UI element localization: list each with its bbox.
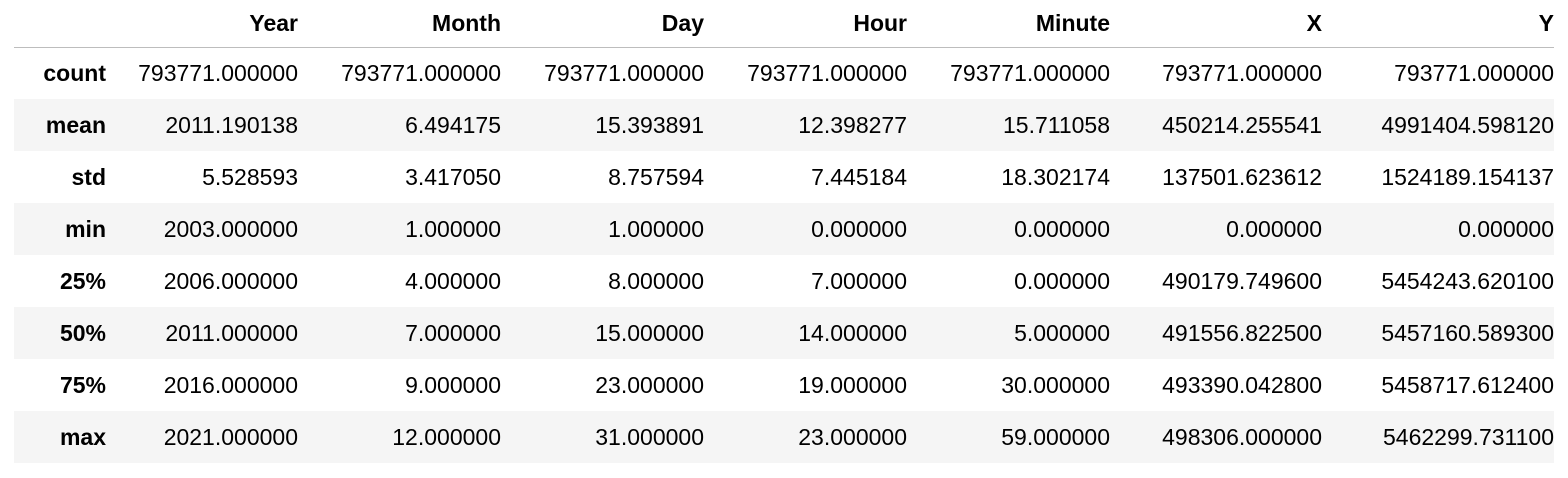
row-label: std (71, 163, 107, 190)
table-cell: 15.393891 (595, 111, 704, 138)
row-label: count (43, 59, 106, 86)
table-cell: 12.398277 (798, 111, 907, 138)
column-header: Hour (853, 9, 907, 36)
table-cell: 0.000000 (811, 215, 907, 242)
table-cell: 491556.822500 (1162, 319, 1322, 346)
table-cell: 490179.749600 (1162, 267, 1322, 294)
table-cell: 31.000000 (595, 423, 704, 450)
table-row: count 793771.000000 793771.000000 793771… (14, 47, 1554, 99)
table-cell: 793771.000000 (341, 59, 501, 86)
table-cell: 7.445184 (811, 163, 907, 190)
table-cell: 2003.000000 (163, 215, 298, 242)
column-header: Day (661, 9, 704, 36)
index-header (14, 0, 106, 47)
table-cell: 5.000000 (1014, 319, 1110, 346)
table-row: min 2003.000000 1.000000 1.000000 0.0000… (14, 203, 1554, 255)
table-cell: 8.757594 (608, 163, 704, 190)
table-row: 75% 2016.000000 9.000000 23.000000 19.00… (14, 359, 1554, 411)
table-row: max 2021.000000 12.000000 31.000000 23.0… (14, 411, 1554, 463)
table-cell: 2011.000000 (165, 319, 298, 346)
row-label: 50% (59, 319, 106, 346)
table-cell: 8.000000 (608, 267, 704, 294)
table-cell: 6.494175 (405, 111, 501, 138)
table-cell: 5.528593 (202, 163, 298, 190)
row-label: min (65, 215, 106, 242)
table-cell: 2016.000000 (163, 371, 298, 398)
table-cell: 5457160.589300 (1381, 319, 1554, 346)
table-cell: 1524189.154137 (1381, 163, 1554, 190)
table-header: Year Month Day Hour Minute X Y (14, 0, 1554, 47)
table-cell: 15.711058 (1002, 111, 1110, 138)
table-cell: 2011.190138 (165, 111, 298, 138)
table-row: 25% 2006.000000 4.000000 8.000000 7.0000… (14, 255, 1554, 307)
header-row: Year Month Day Hour Minute X Y (14, 0, 1554, 47)
table-cell: 15.000000 (595, 319, 704, 346)
table-cell: 12.000000 (392, 423, 501, 450)
row-label: mean (45, 111, 106, 138)
table-cell: 4991404.598120 (1381, 111, 1554, 138)
table-cell: 0.000000 (1458, 215, 1554, 242)
table-cell: 23.000000 (798, 423, 907, 450)
row-label: 25% (59, 267, 106, 294)
table-row: mean 2011.190138 6.494175 15.393891 12.3… (14, 99, 1554, 151)
row-label: 75% (59, 371, 106, 398)
table-cell: 14.000000 (798, 319, 907, 346)
table-cell: 30.000000 (1001, 371, 1110, 398)
table-cell: 7.000000 (811, 267, 907, 294)
table-cell: 59.000000 (1001, 423, 1110, 450)
table-cell: 0.000000 (1226, 215, 1322, 242)
table-cell: 2006.000000 (163, 267, 298, 294)
table-cell: 9.000000 (405, 371, 501, 398)
table-cell: 493390.042800 (1162, 371, 1322, 398)
table-cell: 793771.000000 (747, 59, 907, 86)
table-body: count 793771.000000 793771.000000 793771… (14, 47, 1554, 463)
table-cell: 793771.000000 (1162, 59, 1322, 86)
table-cell: 450214.255541 (1162, 111, 1322, 138)
table-cell: 793771.000000 (1394, 59, 1554, 86)
dataframe-output: Year Month Day Hour Minute X Y count 793… (14, 0, 1554, 463)
table-cell: 18.302174 (1001, 163, 1110, 190)
table-row: std 5.528593 3.417050 8.757594 7.445184 … (14, 151, 1554, 203)
describe-table: Year Month Day Hour Minute X Y count 793… (14, 0, 1554, 463)
column-header: Year (249, 9, 298, 36)
row-label: max (59, 423, 106, 450)
table-cell: 0.000000 (1014, 215, 1110, 242)
table-row: 50% 2011.000000 7.000000 15.000000 14.00… (14, 307, 1554, 359)
table-cell: 3.417050 (405, 163, 501, 190)
table-cell: 793771.000000 (950, 59, 1110, 86)
table-cell: 1.000000 (608, 215, 704, 242)
table-cell: 5462299.731100 (1383, 423, 1554, 450)
column-header: Y (1538, 9, 1554, 36)
table-cell: 793771.000000 (544, 59, 704, 86)
table-cell: 2021.000000 (163, 423, 298, 450)
table-cell: 137501.623612 (1162, 163, 1322, 190)
table-cell: 5458717.612400 (1381, 371, 1554, 398)
table-cell: 4.000000 (405, 267, 501, 294)
table-cell: 23.000000 (595, 371, 704, 398)
column-header: X (1306, 9, 1322, 36)
table-cell: 7.000000 (405, 319, 501, 346)
table-cell: 0.000000 (1014, 267, 1110, 294)
table-cell: 793771.000000 (138, 59, 298, 86)
table-cell: 498306.000000 (1162, 423, 1322, 450)
column-header: Minute (1035, 9, 1110, 36)
table-cell: 1.000000 (405, 215, 501, 242)
table-cell: 5454243.620100 (1381, 267, 1554, 294)
table-cell: 19.000000 (798, 371, 907, 398)
column-header: Month (432, 9, 501, 36)
